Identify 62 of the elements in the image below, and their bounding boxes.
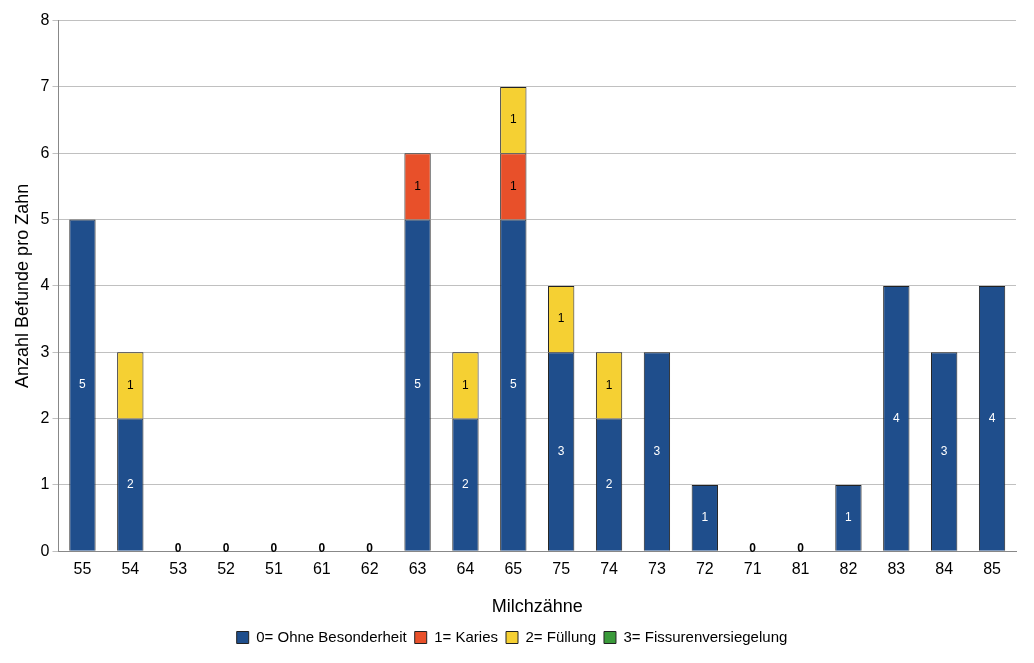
data-label: 2 — [126, 476, 134, 491]
x-tick-label: 82 — [839, 560, 858, 578]
y-tick-label: 4 — [40, 276, 50, 294]
data-label: 5 — [414, 377, 422, 392]
data-label: 1 — [557, 311, 565, 326]
data-label: 1 — [414, 178, 422, 193]
x-axis-title: Milchzähne — [491, 596, 583, 617]
y-tick-label: 3 — [40, 342, 50, 360]
x-tick-label: 62 — [360, 560, 379, 578]
legend-label: 2= Füllung — [525, 627, 596, 645]
data-label: 2 — [462, 476, 470, 491]
x-tick-label: 63 — [408, 560, 427, 578]
y-tick-label: 1 — [40, 475, 50, 493]
data-label: 0 — [366, 540, 374, 555]
data-label: 1 — [605, 377, 613, 392]
y-tick-label: 8 — [40, 11, 50, 29]
legend-label: 0= Ohne Besonderheit — [256, 627, 408, 645]
data-label: 2 — [605, 476, 613, 491]
y-axis-title: Anzahl Befunde pro Zahn — [11, 183, 32, 388]
data-label: 0 — [222, 540, 230, 555]
data-label: 3 — [557, 443, 565, 458]
x-tick-label: 73 — [648, 560, 666, 578]
legend-label: 1= Karies — [434, 627, 499, 645]
x-tick-label: 52 — [217, 560, 236, 578]
data-label: 5 — [79, 377, 87, 392]
data-label: 3 — [653, 443, 661, 458]
data-label: 1 — [845, 510, 853, 525]
x-tick-label: 64 — [456, 560, 475, 578]
y-tick-label: 6 — [40, 143, 50, 161]
x-tick-label: 61 — [312, 560, 331, 578]
data-label: 1 — [701, 510, 709, 525]
x-tick-label: 84 — [935, 560, 954, 578]
x-tick-label: 51 — [265, 560, 283, 578]
data-label: 0 — [270, 540, 278, 555]
data-label: 4 — [892, 410, 900, 425]
y-tick-label: 2 — [40, 408, 50, 426]
data-label: 3 — [940, 443, 948, 458]
x-tick-label: 65 — [504, 560, 523, 578]
data-label: 1 — [509, 178, 517, 193]
x-tick-label: 83 — [887, 560, 906, 578]
data-label: 0 — [318, 540, 326, 555]
y-tick-label: 0 — [40, 541, 50, 559]
data-label: 5 — [509, 377, 517, 392]
legend-label: 3= Fissurenversiegelung — [623, 627, 788, 645]
x-tick-label: 74 — [600, 560, 619, 578]
x-tick-label: 72 — [695, 560, 714, 578]
x-tick-label: 81 — [791, 560, 810, 578]
data-label: 1 — [126, 377, 134, 392]
x-tick-label: 75 — [552, 560, 571, 578]
data-label: 0 — [749, 540, 757, 555]
data-label: 0 — [797, 540, 805, 555]
data-label: 1 — [462, 377, 470, 392]
data-label: 1 — [509, 112, 517, 127]
x-tick-label: 85 — [983, 560, 1002, 578]
x-tick-label: 53 — [169, 560, 188, 578]
x-tick-label: 54 — [121, 560, 140, 578]
y-tick-label: 7 — [40, 77, 50, 95]
y-tick-label: 5 — [40, 209, 50, 227]
x-tick-label: 71 — [743, 560, 762, 578]
x-tick-label: 55 — [73, 560, 92, 578]
data-label: 4 — [988, 410, 996, 425]
data-label: 0 — [174, 540, 182, 555]
